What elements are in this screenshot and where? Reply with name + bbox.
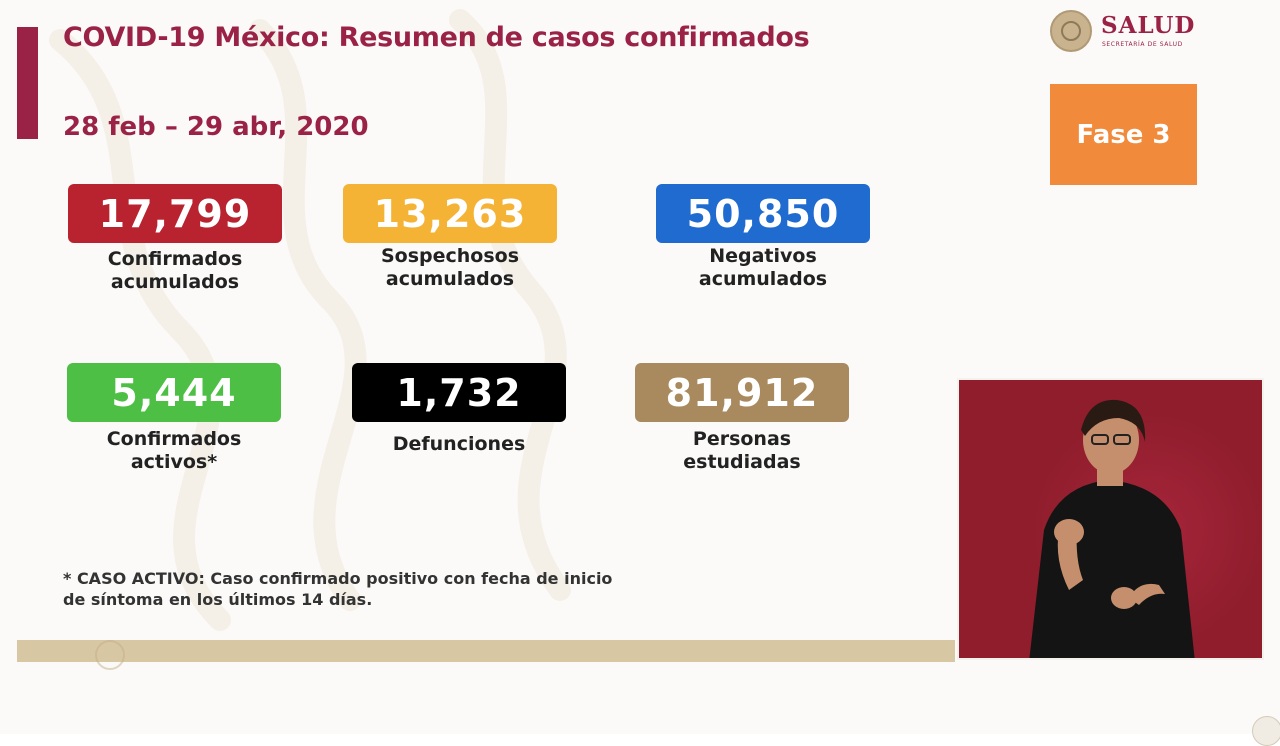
footnote: * CASO ACTIVO: Caso confirmado positivo … bbox=[63, 568, 683, 610]
interpreter-figure bbox=[1029, 399, 1195, 658]
stat-label-line: Defunciones bbox=[392, 433, 526, 455]
stat-active-value: 5,444 bbox=[67, 363, 281, 422]
logo-subtitle: SECRETARÍA DE SALUD bbox=[1102, 41, 1183, 48]
title-accent-bar bbox=[17, 27, 38, 139]
stat-negative-label: Negativos acumulados bbox=[656, 245, 870, 291]
salud-logo: SALUD SECRETARÍA DE SALUD bbox=[1050, 10, 1200, 54]
stat-negative-value: 50,850 bbox=[656, 184, 870, 243]
stat-label-line: Sospechosos bbox=[380, 245, 520, 267]
stat-label-line: Confirmados bbox=[106, 428, 242, 450]
date-range: 28 feb – 29 abr, 2020 bbox=[63, 112, 369, 142]
stat-label-line: acumulados bbox=[385, 268, 515, 290]
phase-badge: Fase 3 bbox=[1050, 84, 1197, 185]
page-title: COVID-19 México: Resumen de casos confir… bbox=[63, 22, 810, 53]
footnote-line: de síntoma en los últimos 14 días. bbox=[63, 590, 373, 609]
seal-icon bbox=[1050, 10, 1092, 52]
stat-studied-label: Personas estudiadas bbox=[635, 428, 849, 474]
stat-label-line: acumulados bbox=[110, 271, 240, 293]
stat-label-line: Negativos bbox=[709, 245, 817, 267]
bottom-seal-icon bbox=[95, 640, 125, 670]
stat-deaths-label: Defunciones bbox=[352, 433, 566, 456]
logo-wordmark: SALUD bbox=[1101, 12, 1196, 39]
corner-indicator bbox=[1252, 716, 1280, 746]
sign-language-interpreter-video bbox=[957, 378, 1264, 660]
stat-studied-value: 81,912 bbox=[635, 363, 849, 422]
stat-label-line: Personas bbox=[692, 428, 792, 450]
stat-confirmed-label: Confirmados acumulados bbox=[68, 248, 282, 294]
watermark-pattern bbox=[49, 9, 571, 631]
stat-active-label: Confirmados activos* bbox=[67, 428, 281, 474]
stat-label-line: Confirmados bbox=[107, 248, 243, 270]
stat-label-line: activos* bbox=[130, 451, 218, 473]
stat-suspected-label: Sospechosos acumulados bbox=[343, 245, 557, 291]
footnote-line: * CASO ACTIVO: Caso confirmado positivo … bbox=[63, 569, 613, 588]
bottom-bar bbox=[17, 640, 955, 662]
stat-label-line: estudiadas bbox=[683, 451, 801, 473]
stat-label-line: acumulados bbox=[698, 268, 828, 290]
stat-confirmed-value: 17,799 bbox=[68, 184, 282, 243]
stat-suspected-value: 13,263 bbox=[343, 184, 557, 243]
stat-deaths-value: 1,732 bbox=[352, 363, 566, 422]
